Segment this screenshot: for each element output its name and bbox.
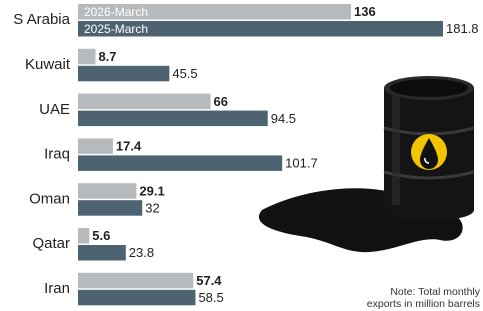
legend-label: 2026-March bbox=[84, 5, 148, 19]
value-label: 94.5 bbox=[271, 111, 296, 126]
category-label: Iran bbox=[44, 280, 70, 297]
value-label: 8.7 bbox=[98, 49, 116, 64]
value-label: 136 bbox=[354, 4, 376, 19]
value-label: 66 bbox=[214, 94, 228, 109]
bar bbox=[78, 49, 95, 65]
bar bbox=[78, 290, 195, 306]
category-label: S Arabia bbox=[13, 11, 70, 28]
note: exports in million barrels bbox=[367, 298, 480, 310]
category-label: Iraq bbox=[44, 146, 70, 163]
value-label: 29.1 bbox=[139, 183, 164, 198]
bar bbox=[78, 245, 126, 261]
bar bbox=[78, 155, 282, 171]
category-label: Qatar bbox=[32, 235, 70, 252]
value-label: 58.5 bbox=[198, 290, 223, 305]
bar bbox=[78, 111, 268, 127]
chart: Note: Total monthly exports in million b… bbox=[0, 0, 483, 311]
bar bbox=[78, 228, 89, 244]
bar bbox=[78, 66, 169, 82]
bar bbox=[78, 273, 193, 289]
note: Note: Total monthly bbox=[390, 286, 480, 298]
value-label: 45.5 bbox=[172, 66, 197, 81]
value-label: 101.7 bbox=[285, 156, 318, 171]
bar bbox=[78, 94, 211, 110]
category-label: UAE bbox=[39, 101, 70, 118]
value-label: 23.8 bbox=[129, 245, 154, 260]
legend-label: 2025-March bbox=[84, 22, 148, 36]
category-label: Oman bbox=[29, 190, 70, 207]
bar bbox=[78, 183, 136, 199]
bar bbox=[78, 138, 113, 154]
value-label: 32 bbox=[145, 200, 159, 215]
category-label: Kuwait bbox=[25, 56, 71, 73]
value-label: 181.8 bbox=[446, 21, 479, 36]
value-label: 57.4 bbox=[196, 273, 222, 288]
bar bbox=[78, 200, 142, 216]
value-label: 5.6 bbox=[92, 228, 110, 243]
value-label: 17.4 bbox=[116, 139, 142, 154]
